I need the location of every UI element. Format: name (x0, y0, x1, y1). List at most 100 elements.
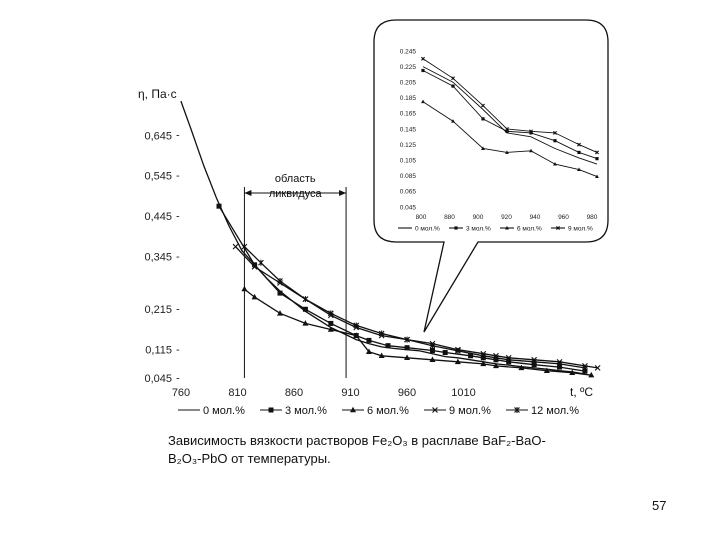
y-tick-mark: - (176, 344, 180, 356)
series-3 (421, 99, 599, 179)
legend-label: 9 мол.% (568, 225, 593, 232)
legend-label: 6 мол.% (367, 405, 409, 417)
y-tick-mark: - (176, 304, 180, 316)
data-point (365, 348, 372, 354)
data-point (543, 367, 550, 373)
series-4 (232, 243, 601, 371)
data-point (582, 368, 588, 374)
data-point (577, 150, 581, 154)
data-point (553, 139, 557, 143)
data-point (241, 243, 248, 250)
data-point (421, 56, 425, 61)
data-point (505, 150, 509, 154)
data-point (421, 99, 425, 104)
inset-plot: 0.045 0.065 0.085 0.105 0.125 0.145 0.165 0.185… (398, 48, 599, 232)
series-3 (241, 285, 595, 378)
y-tick-label: 0.245 (400, 48, 417, 55)
data-point (595, 174, 599, 179)
y-tick-label: 0,545 (144, 171, 172, 183)
x-tick-label: 920 (501, 214, 512, 221)
data-point (553, 130, 557, 135)
data-point (451, 84, 455, 88)
data-point (505, 129, 509, 133)
data-point (480, 352, 487, 359)
legend-marker (556, 226, 560, 230)
series-line (180, 100, 586, 375)
data-point (480, 360, 487, 367)
data-point (468, 353, 474, 359)
data-point (327, 310, 334, 317)
x-tick-label: 960 (558, 214, 569, 221)
callout-bubble (373, 19, 609, 333)
x-tick-label: 860 (285, 387, 303, 399)
figure-caption: Зависимость вязкости растворов Fe₂O₃ в р… (168, 432, 604, 468)
y-tick-label: 0.045 (400, 204, 417, 211)
data-point (594, 365, 601, 371)
x-tick-label: 760 (172, 387, 190, 399)
data-point (588, 371, 595, 378)
y-tick-mark: - (176, 211, 180, 223)
y-tick-label: 0.125 (400, 142, 417, 149)
y-tick-label: 0,645 (144, 130, 172, 142)
data-point (454, 347, 461, 354)
data-point (232, 243, 239, 250)
data-point (327, 326, 334, 332)
caption-line-2: B₂O₃-PbO от температуры. (168, 451, 331, 466)
y-tick-label: 0.185 (400, 95, 417, 102)
y-tick-mark: - (176, 251, 180, 263)
series-2 (421, 68, 599, 161)
data-point (404, 345, 410, 351)
x-tick-label: 810 (228, 387, 246, 399)
data-point (429, 348, 435, 354)
data-point (277, 277, 283, 284)
legend-label: 0 мол.% (415, 225, 440, 232)
inset-callout (373, 19, 609, 333)
data-point (353, 332, 360, 338)
y-tick-label: 0,345 (144, 252, 172, 264)
data-point (493, 362, 499, 369)
data-point (216, 203, 222, 209)
data-point (481, 103, 485, 108)
y-tick-label: 0.145 (400, 126, 417, 133)
legend-marker (268, 407, 274, 413)
data-point (531, 358, 538, 365)
series-4 (421, 56, 599, 155)
region-label-line-2: ликвидуса (269, 188, 323, 200)
data-point (553, 162, 557, 166)
data-point (481, 146, 485, 150)
series-1 (180, 100, 586, 375)
y-tick-label: 0,215 (144, 304, 172, 316)
legend: 0 мол.% 3 мол.% 6 мол.% 9 мол.% (398, 225, 593, 232)
series-line (422, 70, 598, 160)
data-point (251, 293, 258, 300)
x-tick-label: 900 (473, 214, 484, 221)
data-point (251, 263, 258, 270)
data-point (451, 119, 455, 123)
y-tick-label: 0.065 (400, 189, 417, 196)
data-point (302, 306, 308, 312)
data-point (429, 356, 436, 363)
y-tick-label: 0,445 (144, 211, 172, 223)
legend-marker (514, 407, 520, 413)
series-5 (241, 243, 588, 371)
y-tick-label: 0.105 (400, 157, 417, 164)
data-point (556, 360, 563, 367)
data-point (442, 350, 448, 356)
data-point (529, 131, 533, 135)
y-tick-mark: - (176, 372, 180, 384)
y-tick-label: 0.085 (400, 173, 417, 180)
data-point (582, 364, 588, 371)
legend-marker (350, 406, 356, 413)
x-tick-label: 980 (587, 214, 598, 221)
data-point (378, 330, 385, 337)
data-point (353, 322, 360, 329)
series-line (422, 58, 598, 153)
series-1 (422, 66, 598, 165)
series-line (235, 246, 598, 369)
legend: 0 мол.% 3 мол.% 6 мол.% 9 мол.% 12 мол.% (178, 405, 579, 417)
legend-label: 0 мол.% (203, 405, 245, 417)
y-tick-label: 0.225 (400, 64, 417, 71)
series-line (422, 66, 598, 165)
data-point (429, 342, 436, 349)
